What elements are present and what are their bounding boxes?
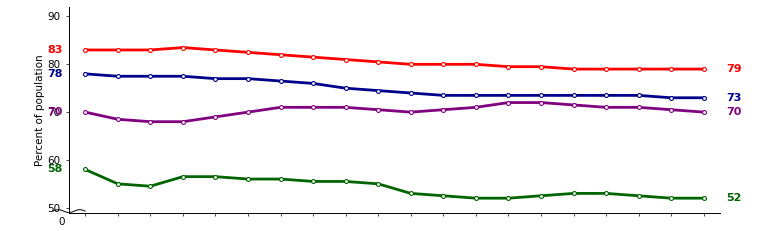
Text: 83: 83	[47, 45, 63, 55]
Text: 79: 79	[726, 64, 742, 74]
Text: 70: 70	[726, 107, 742, 117]
Text: 73: 73	[726, 93, 742, 103]
Y-axis label: Percent of population: Percent of population	[34, 54, 44, 166]
Text: 0: 0	[59, 217, 65, 227]
Text: 78: 78	[47, 69, 63, 79]
Text: 70: 70	[47, 107, 63, 117]
Text: 58: 58	[47, 164, 63, 174]
Text: 52: 52	[726, 193, 742, 203]
